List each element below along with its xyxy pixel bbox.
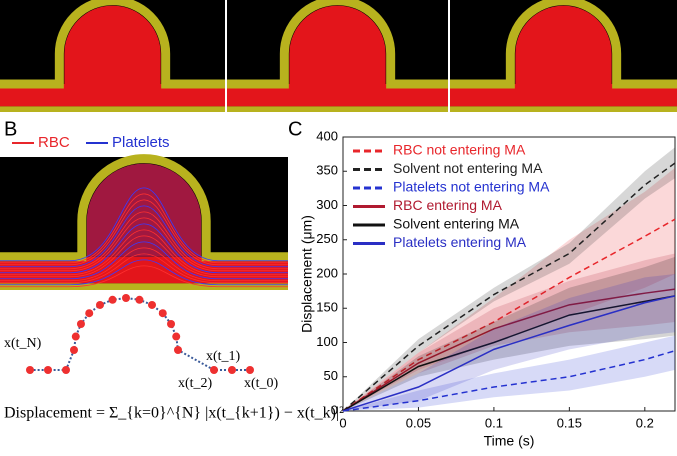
y-tick-label: 100 — [316, 334, 338, 349]
x-tick-label: 0.1 — [485, 415, 503, 430]
confidence-band — [343, 253, 675, 411]
series-line — [342, 295, 676, 412]
streamline — [0, 187, 288, 262]
position-dot — [44, 366, 52, 374]
vessel-wall — [0, 0, 225, 89]
y-tick-label: 150 — [316, 300, 338, 315]
series-line — [342, 218, 676, 412]
y-tick-label: 350 — [316, 163, 338, 178]
confidence-band — [343, 167, 675, 411]
x-tick-label: 0.15 — [557, 415, 582, 430]
confidence-band — [343, 274, 675, 411]
streamline — [0, 235, 288, 278]
legend-label: Platelets — [112, 134, 170, 151]
panel-label: B — [4, 118, 17, 140]
channel-flow — [227, 84, 448, 107]
position-dot — [76, 320, 85, 328]
series-line — [342, 295, 676, 412]
legend-label: RBC entering MA — [393, 197, 503, 213]
position-dot — [108, 295, 117, 304]
vessel-wall — [227, 0, 448, 89]
series-line — [342, 288, 676, 412]
position-dot — [158, 309, 167, 318]
channel-wall — [450, 106, 677, 112]
vessel-wall — [0, 154, 288, 262]
panel-label: C — [288, 118, 302, 140]
streamline — [0, 253, 288, 284]
confidence-band — [343, 147, 675, 411]
position-dot — [96, 300, 104, 309]
position-dot — [172, 332, 181, 341]
streamline — [0, 205, 288, 268]
streamline — [0, 223, 288, 274]
x-tick-label: 0 — [339, 415, 346, 430]
position-dot — [167, 320, 176, 328]
position-label: x(t_0) — [244, 376, 279, 391]
legend-label: Solvent entering MA — [393, 216, 520, 232]
position-dot — [122, 294, 130, 302]
streamline — [0, 241, 288, 280]
legend-label: RBC not entering MA — [393, 142, 526, 158]
streamline — [0, 199, 288, 266]
position-dot — [246, 366, 254, 374]
confidence-band — [343, 335, 675, 411]
aneurysm-flow — [289, 5, 386, 85]
streamline — [0, 217, 288, 272]
y-tick-label: 300 — [316, 197, 338, 212]
position-dot — [26, 366, 34, 374]
x-axis-label: Time (s) — [484, 433, 535, 449]
aneurysm-flow — [86, 163, 202, 257]
legend-label: Platelets entering MA — [393, 234, 527, 250]
position-label: x(t_2) — [178, 376, 213, 391]
y-tick-label: 400 — [316, 128, 338, 143]
y-tick-label: 50 — [324, 368, 338, 383]
series-line — [342, 350, 676, 412]
y-tick-label: 200 — [316, 265, 338, 280]
streamline — [0, 259, 288, 286]
channel-wall — [227, 106, 448, 112]
legend-label: Platelets not entering MA — [393, 179, 550, 195]
equation: Displacement = Σ_{k=0}^{N} |x(t_{k+1}) −… — [4, 405, 344, 422]
channel-flow — [0, 84, 225, 107]
legend-label: RBC — [38, 134, 70, 151]
streamline — [0, 211, 288, 270]
confidence-band — [343, 256, 675, 411]
streamline — [0, 247, 288, 282]
streamline — [0, 193, 288, 264]
streamline — [0, 229, 288, 276]
vessel-wall — [450, 0, 677, 89]
position-dot — [85, 309, 94, 318]
position-dot — [135, 295, 144, 304]
position-dot — [174, 346, 182, 354]
channel-wall — [0, 283, 288, 290]
streamline — [0, 265, 288, 288]
position-dot — [71, 332, 80, 341]
y-axis-label: Displacement (μm) — [299, 215, 315, 333]
position-dot — [148, 300, 156, 309]
aneurysm-flow — [515, 5, 612, 85]
x-tick-label: 0.05 — [406, 415, 431, 430]
aneurysm-flow — [64, 5, 161, 85]
channel-flow — [450, 84, 677, 107]
position-dot — [210, 366, 218, 374]
position-label: x(t_N) — [4, 336, 42, 351]
position-label: x(t_1) — [206, 349, 241, 364]
position-dot — [62, 366, 70, 374]
legend-label: Solvent not entering MA — [393, 160, 543, 176]
series-line — [342, 162, 676, 412]
y-tick-label: 0 — [331, 402, 338, 417]
position-dot — [70, 346, 78, 354]
y-tick-label: 250 — [316, 231, 338, 246]
x-tick-label: 0.2 — [636, 415, 654, 430]
position-dot — [228, 366, 236, 374]
channel-wall — [0, 106, 225, 112]
